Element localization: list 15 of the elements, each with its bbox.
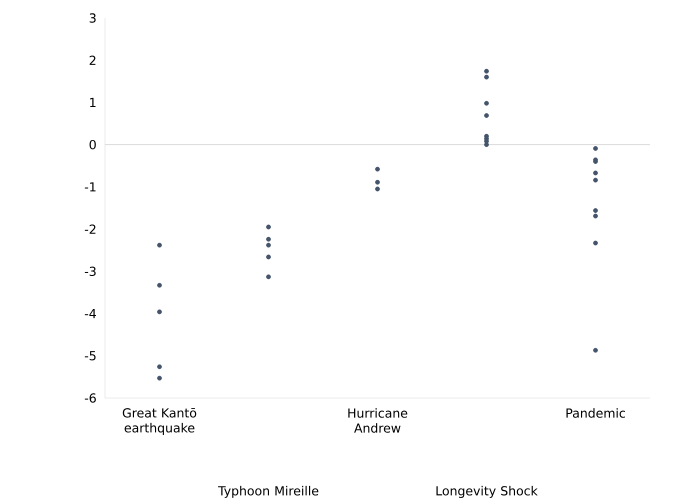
x-tick-label: Great Kantō earthquake [122, 408, 196, 435]
x-tick-label: Hurricane Andrew [348, 408, 408, 433]
x-tick-label: Typhoon Mireille [218, 486, 318, 498]
y-tick-label: -2 [84, 224, 96, 234]
y-tick-label: 3 [90, 13, 96, 23]
y-tick-label: -3 [84, 266, 96, 276]
y-tick-label: -5 [84, 351, 96, 360]
y-tick-label: -1 [84, 182, 96, 192]
y-tick-label: 2 [90, 56, 96, 65]
y-tick-label: 1 [90, 98, 96, 107]
x-tick-label: Pandemic [566, 408, 625, 418]
y-tick-label: -4 [84, 309, 96, 318]
y-tick-label: 0 [90, 140, 96, 150]
x-tick-label: Longevity Shock [436, 486, 538, 498]
y-tick-label: -6 [84, 393, 96, 403]
